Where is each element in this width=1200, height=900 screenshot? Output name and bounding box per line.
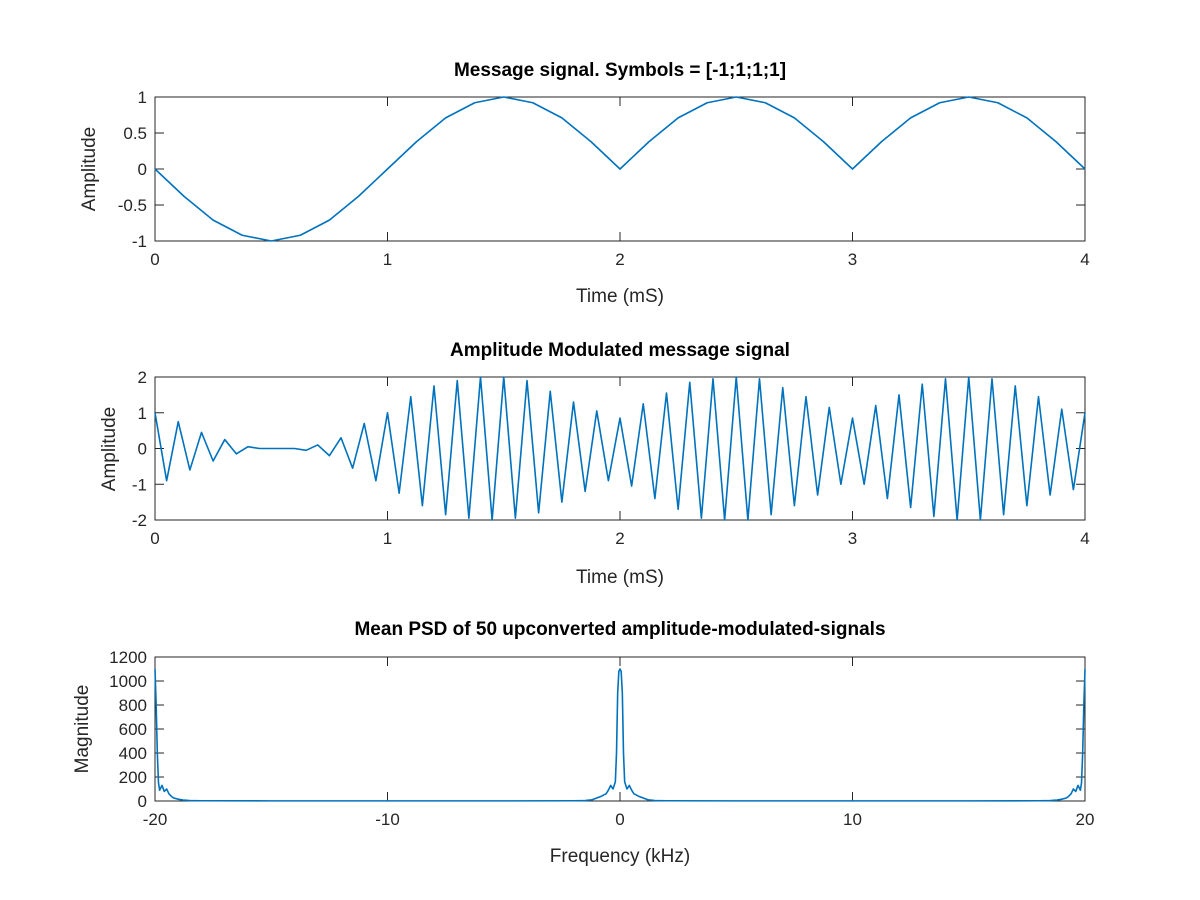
- subplot-title: Mean PSD of 50 upconverted amplitude-mod…: [354, 619, 885, 640]
- y-ticks: -2 -1 0 1 2: [132, 368, 1085, 530]
- x-ticks: 0 1 2 3 4: [150, 377, 1090, 548]
- y-tick-label: -1: [132, 232, 147, 251]
- x-tick-label: 0: [615, 810, 624, 829]
- y-tick-label: -0.5: [118, 196, 147, 215]
- y-tick-label: 600: [119, 720, 147, 739]
- y-tick-label: 0.5: [123, 124, 147, 143]
- x-tick-label: 4: [1080, 529, 1089, 548]
- y-tick-label: 1200: [109, 648, 147, 667]
- y-tick-label: 1: [138, 88, 147, 107]
- y-tick-label: 0: [138, 792, 147, 811]
- y-axis-label: Amplitude: [79, 127, 100, 212]
- x-ticks: 0 1 2 3 4: [150, 97, 1090, 269]
- x-tick-label: 1: [383, 529, 392, 548]
- x-axis-label: Time (mS): [576, 286, 664, 307]
- subplot-message-signal: Message signal. Symbols = [-1;1;1;1] 0 1 2…: [79, 60, 1090, 307]
- y-axis-label: Magnitude: [72, 685, 93, 774]
- subplot-mean-psd: Mean PSD of 50 upconverted amplitude-mod…: [72, 619, 1094, 867]
- x-tick-label: 0: [150, 529, 159, 548]
- series-line: [154, 96, 1086, 242]
- x-tick-label: 1: [383, 250, 392, 269]
- y-ticks: 0 200 400 600 800 1000 1200: [109, 648, 1085, 811]
- y-tick-label: -1: [132, 475, 147, 494]
- axes-frame: [154, 656, 1086, 802]
- series-line: [154, 376, 1086, 521]
- x-tick-label: 3: [848, 529, 857, 548]
- x-ticks: -20 -10 0 10 20: [143, 657, 1095, 829]
- subplot-am-signal: Amplitude Modulated message signal 0 1 2 3 4…: [99, 340, 1090, 588]
- series-line: [154, 668, 1086, 802]
- y-tick-label: 2: [138, 368, 147, 387]
- subplot-title: Amplitude Modulated message signal: [450, 340, 790, 361]
- x-tick-label: 4: [1080, 250, 1089, 269]
- x-tick-label: 0: [150, 250, 159, 269]
- x-tick-label: 3: [848, 250, 857, 269]
- x-tick-label: 2: [615, 250, 624, 269]
- x-tick-label: -20: [143, 810, 168, 829]
- x-tick-label: 2: [615, 529, 624, 548]
- x-tick-label: -10: [375, 810, 400, 829]
- y-tick-label: 1000: [109, 672, 147, 691]
- y-tick-label: 400: [119, 744, 147, 763]
- y-tick-label: -2: [132, 511, 147, 530]
- y-tick-label: 800: [119, 696, 147, 715]
- x-axis-label: Time (mS): [576, 567, 664, 588]
- y-tick-label: 1: [138, 404, 147, 423]
- y-tick-label: 0: [138, 440, 147, 459]
- y-tick-label: 0: [138, 160, 147, 179]
- y-tick-label: 200: [119, 768, 147, 787]
- x-tick-label: 10: [843, 810, 862, 829]
- y-axis-label: Amplitude: [99, 407, 120, 492]
- x-axis-label: Frequency (kHz): [550, 846, 690, 867]
- y-ticks: -1 -0.5 0 0.5 1: [118, 88, 1085, 251]
- x-tick-label: 20: [1076, 810, 1095, 829]
- subplot-title: Message signal. Symbols = [-1;1;1;1]: [454, 60, 786, 81]
